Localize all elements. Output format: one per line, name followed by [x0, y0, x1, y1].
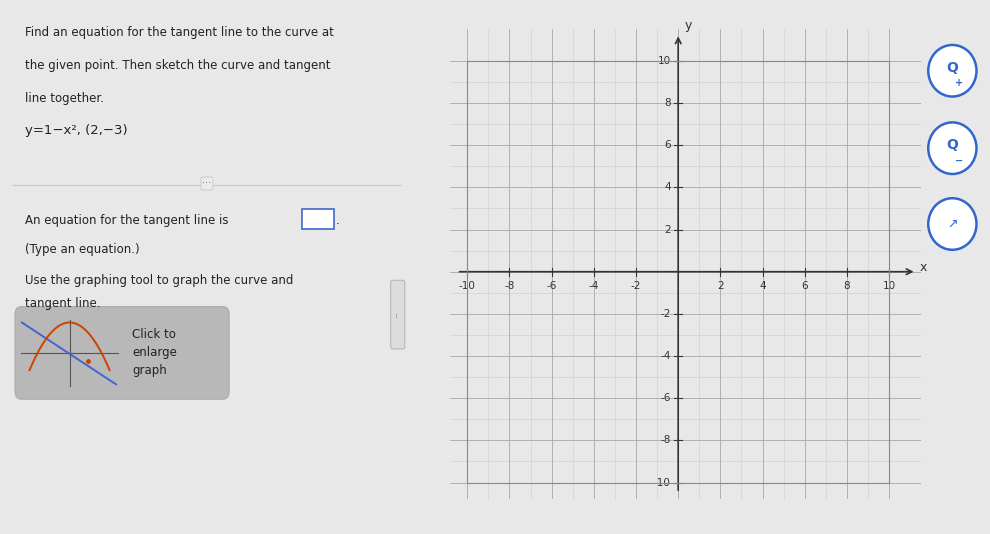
Text: ↗: ↗ — [947, 217, 957, 231]
Text: 4: 4 — [664, 182, 671, 192]
Text: tangent line.: tangent line. — [25, 297, 101, 310]
Circle shape — [929, 45, 976, 97]
Text: (Type an equation.): (Type an equation.) — [25, 243, 140, 256]
Text: y=1−x², (2,−3): y=1−x², (2,−3) — [25, 124, 128, 137]
Text: .: . — [336, 214, 340, 227]
Text: ···: ··· — [395, 311, 401, 318]
Text: An equation for the tangent line is: An equation for the tangent line is — [25, 214, 229, 227]
Text: 10: 10 — [657, 56, 671, 66]
Text: -8: -8 — [504, 281, 515, 291]
Text: ···: ··· — [202, 178, 212, 189]
Text: Q: Q — [946, 61, 958, 75]
Text: -6: -6 — [546, 281, 556, 291]
Text: 6: 6 — [802, 281, 808, 291]
FancyBboxPatch shape — [391, 280, 405, 349]
Text: -8: -8 — [660, 435, 671, 445]
Text: -10: -10 — [654, 477, 671, 488]
Text: -10: -10 — [459, 281, 476, 291]
Text: x: x — [920, 261, 927, 274]
Text: −: − — [955, 155, 963, 166]
Text: -4: -4 — [589, 281, 599, 291]
Text: 8: 8 — [664, 98, 671, 108]
Text: 10: 10 — [882, 281, 896, 291]
Text: y: y — [684, 19, 692, 33]
Circle shape — [929, 198, 976, 250]
Text: -4: -4 — [660, 351, 671, 361]
Text: Find an equation for the tangent line to the curve at: Find an equation for the tangent line to… — [25, 27, 334, 40]
Text: Click to
enlarge
graph: Click to enlarge graph — [133, 328, 177, 377]
Circle shape — [929, 122, 976, 174]
Text: -6: -6 — [660, 393, 671, 403]
Text: +: + — [955, 78, 963, 88]
Text: the given point. Then sketch the curve and tangent: the given point. Then sketch the curve a… — [25, 59, 331, 72]
Text: -2: -2 — [631, 281, 642, 291]
Bar — [467, 61, 889, 483]
Text: -2: -2 — [660, 309, 671, 319]
Text: Use the graphing tool to graph the curve and: Use the graphing tool to graph the curve… — [25, 274, 293, 287]
Text: 6: 6 — [664, 140, 671, 150]
Text: 2: 2 — [664, 224, 671, 234]
Text: line together.: line together. — [25, 92, 104, 105]
FancyBboxPatch shape — [302, 209, 335, 229]
FancyBboxPatch shape — [15, 307, 229, 399]
Text: 4: 4 — [759, 281, 766, 291]
Text: 2: 2 — [717, 281, 724, 291]
Text: 8: 8 — [843, 281, 850, 291]
Text: Q: Q — [946, 138, 958, 152]
